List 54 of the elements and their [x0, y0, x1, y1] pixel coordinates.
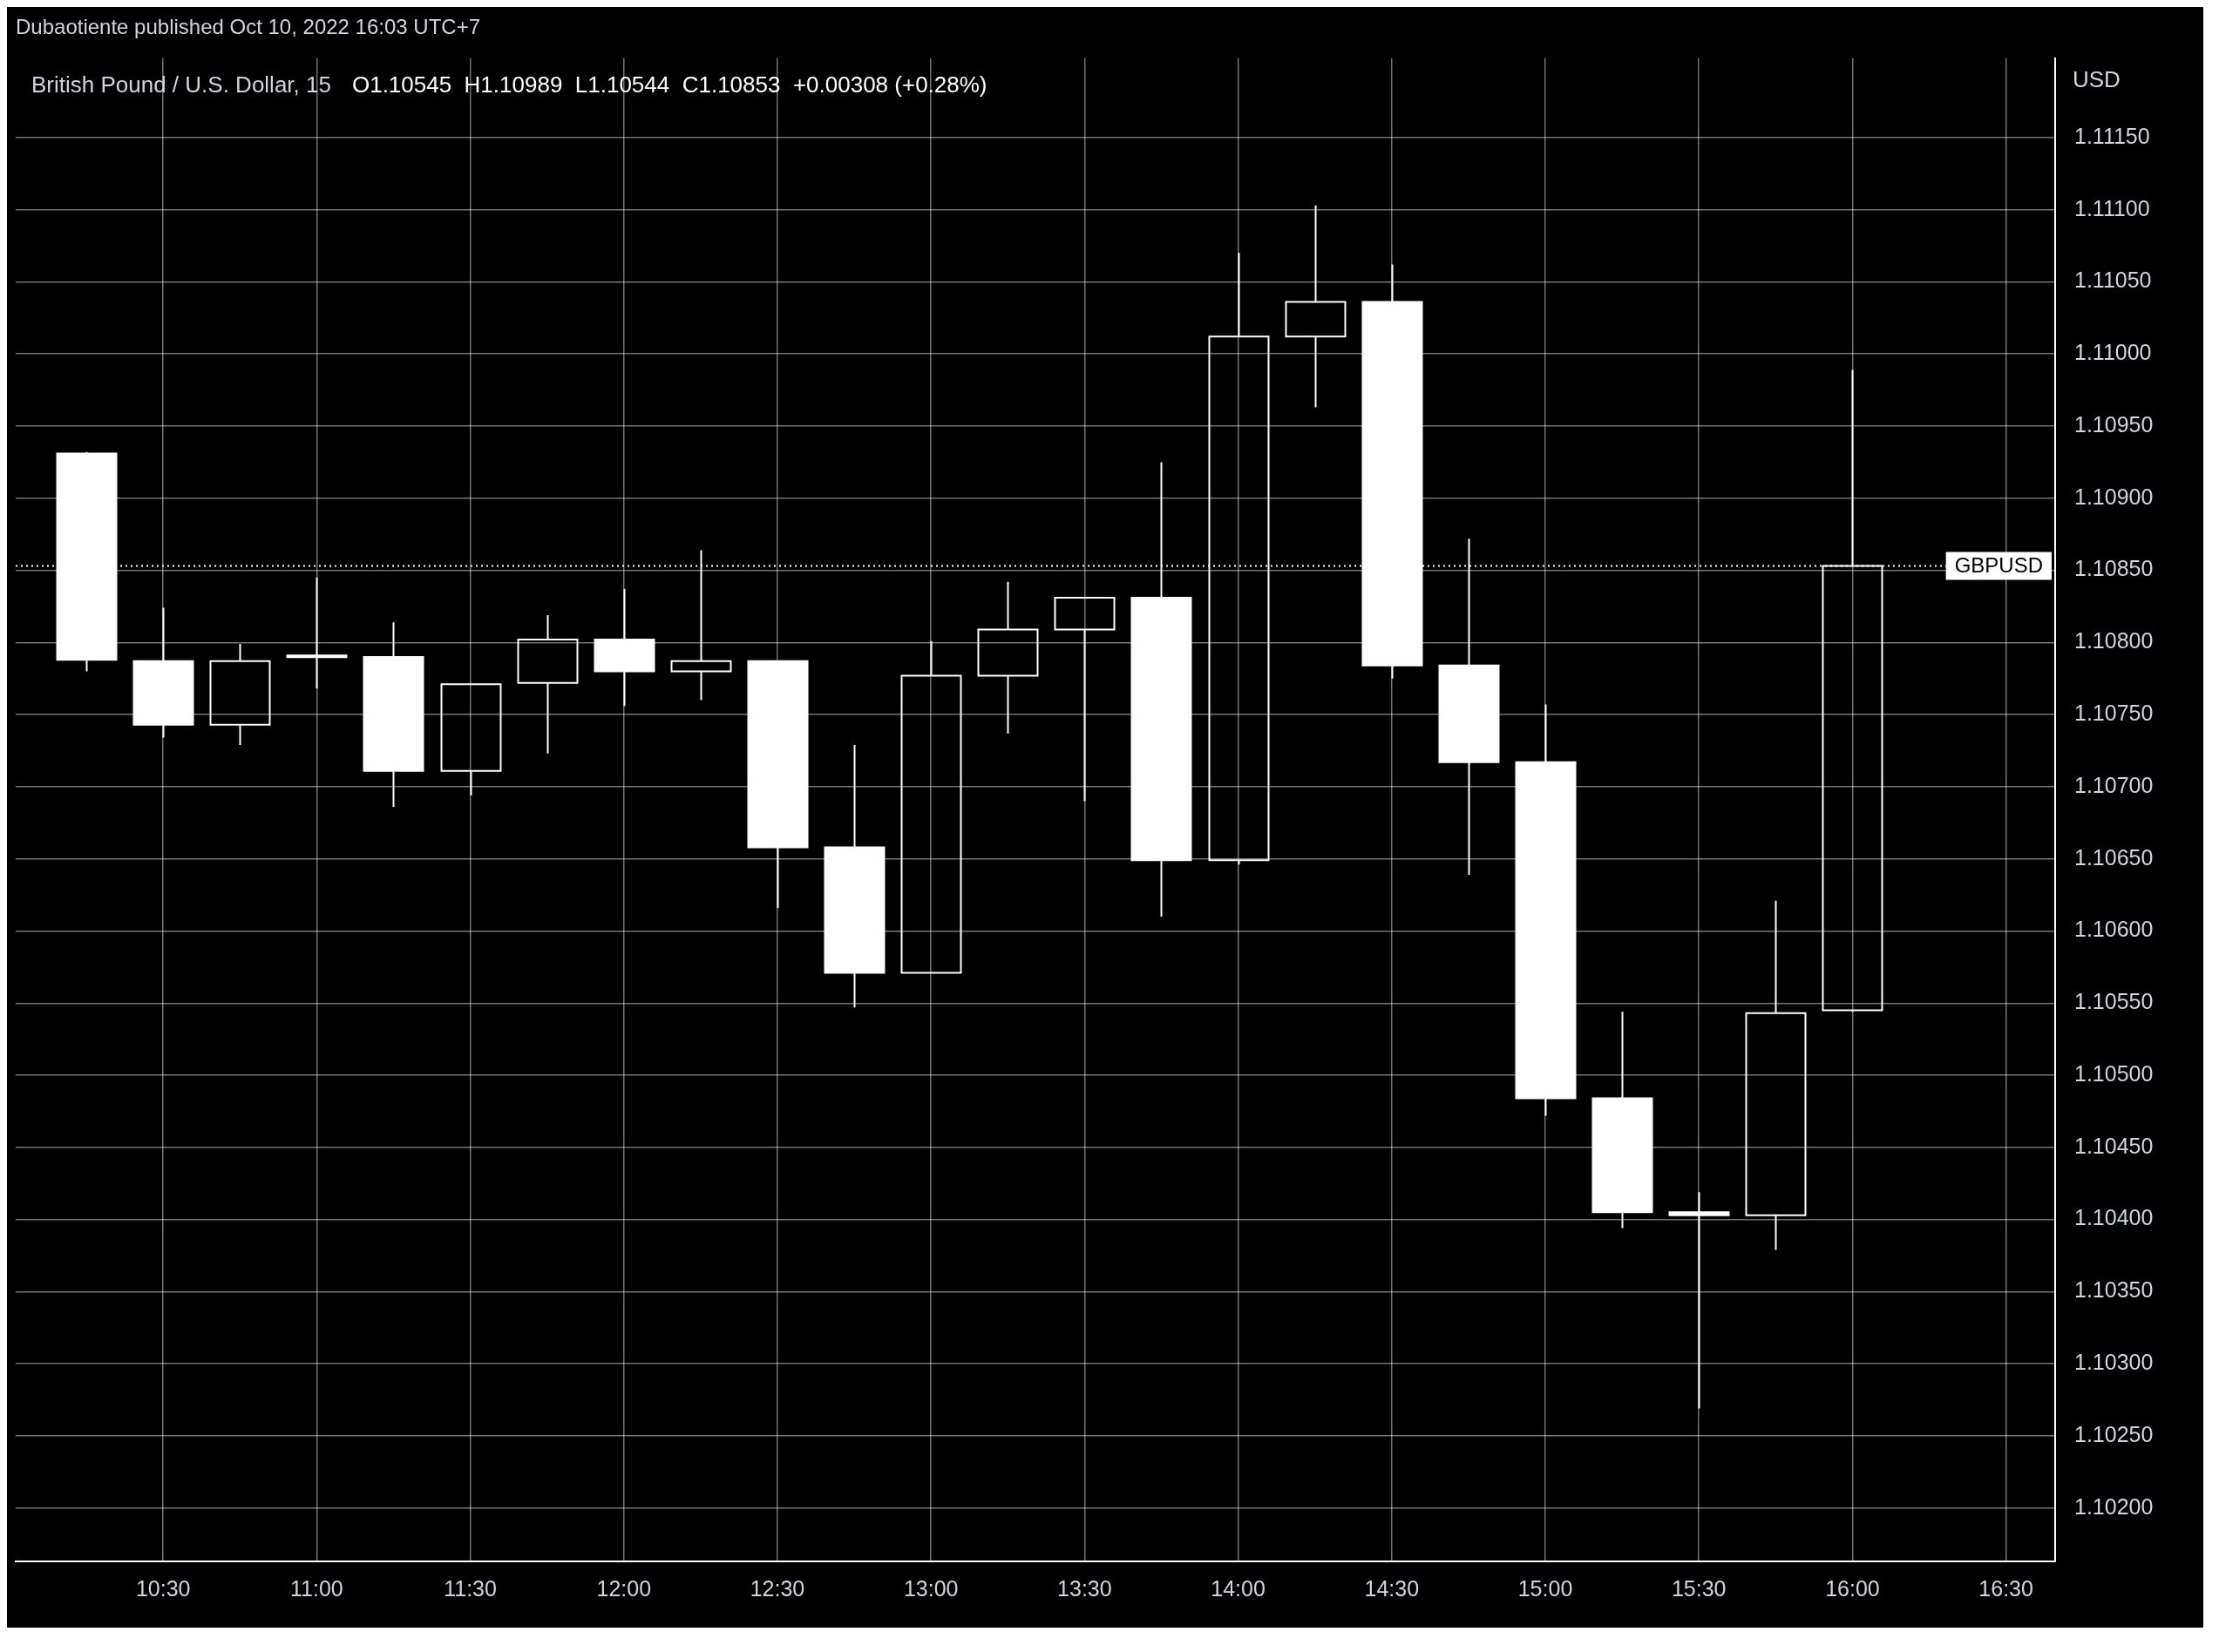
x-tick-label: 12:30: [750, 1575, 805, 1601]
candlestick: [440, 683, 502, 796]
y-tick-label: 1.10750: [2074, 701, 2154, 726]
y-tick-label: 1.10550: [2074, 989, 2154, 1014]
y-tick-label: 1.10400: [2074, 1205, 2154, 1230]
x-tick-label: 14:30: [1364, 1575, 1420, 1601]
y-tick-label: 1.10350: [2074, 1277, 2154, 1303]
x-tick-label: 16:30: [1978, 1575, 2033, 1601]
y-tick-label: 1.10200: [2074, 1493, 2154, 1519]
x-tick-label: 14:00: [1211, 1575, 1266, 1601]
y-tick-label: 1.11000: [2074, 340, 2152, 365]
text: British Pound / U.S. Dollar, 15: [31, 71, 331, 98]
y-tick-label: 1.11100: [2074, 195, 2150, 220]
candlestick: [900, 640, 962, 974]
y-axis-title: USD: [2073, 65, 2121, 92]
candlestick: [132, 606, 194, 739]
y-tick-label: 1.10450: [2074, 1133, 2154, 1158]
y-tick-label: 1.10500: [2074, 1060, 2154, 1086]
candlestick: [594, 588, 655, 708]
annotation: O1.10545 H1.10989 L1.10544 C1.10853 +0.00308 (+0.28%): [351, 71, 987, 98]
candlestick: [363, 621, 424, 809]
candlestick: [1745, 899, 1807, 1251]
x-tick-label: 13:00: [903, 1575, 959, 1601]
x-tick-label: 13:30: [1057, 1575, 1112, 1601]
candlestick: [209, 643, 271, 746]
y-tick-label: 1.10300: [2074, 1350, 2154, 1375]
x-tick-label: 10:30: [135, 1575, 191, 1601]
candlestick: [286, 576, 348, 690]
y-tick-label: 1.10650: [2074, 844, 2154, 870]
x-tick-label: 11:30: [444, 1575, 497, 1601]
x-tick-label: 12:00: [596, 1575, 652, 1601]
candlestick: [517, 613, 579, 755]
candlestick: [1285, 204, 1347, 409]
y-tick-label: 1.10950: [2074, 411, 2154, 437]
candlestick: [824, 743, 886, 1009]
y-tick-label: 1.10600: [2074, 917, 2154, 942]
y-tick-label: 1.11150: [2074, 123, 2150, 148]
ref-line-label: GBPUSD: [1954, 553, 2043, 578]
y-tick-label: 1.10900: [2074, 484, 2154, 509]
y-tick-label: 1.10250: [2074, 1421, 2154, 1446]
candlestick: [1515, 703, 1577, 1117]
x-tick-label: 15:30: [1671, 1575, 1727, 1601]
x-tick-label: 11:00: [290, 1575, 343, 1601]
x-tick-label: 16:00: [1825, 1575, 1880, 1601]
y-tick-label: 1.10700: [2074, 772, 2154, 797]
y-tick-label: 1.10850: [2074, 556, 2154, 581]
candlestick: [977, 580, 1039, 735]
candlestick: [1591, 1011, 1653, 1229]
y-tick-label: 1.11050: [2074, 267, 2152, 293]
x-tick-label: 15:00: [1517, 1575, 1573, 1601]
candlestick: [747, 660, 809, 909]
candlestick: [1054, 597, 1116, 802]
y-tick-label: 1.10800: [2074, 628, 2154, 653]
chart-subtitle: Dubaotiente published Oct 10, 2022 16:03 UTC+7: [16, 15, 481, 39]
